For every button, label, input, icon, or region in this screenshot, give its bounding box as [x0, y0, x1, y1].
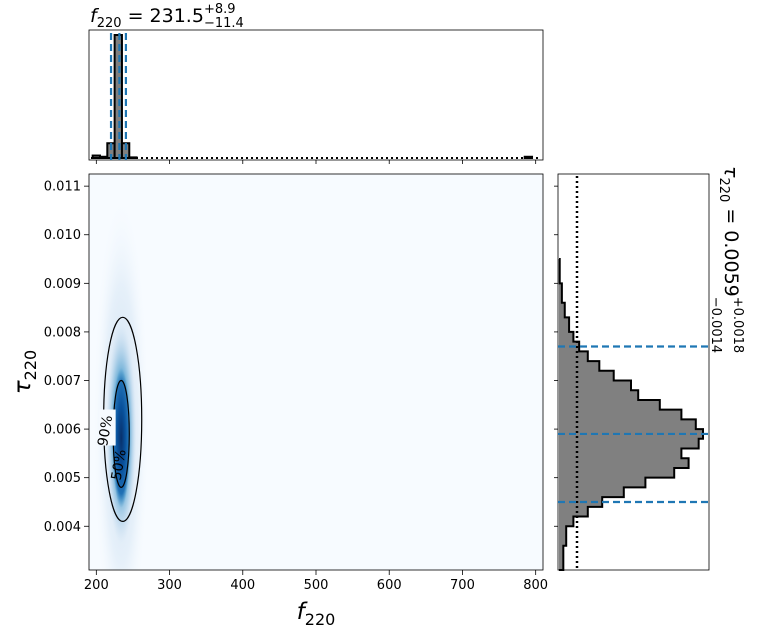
top-title: f220 = 231.5+8.9	[90, 2, 236, 31]
density-heatmap	[93, 194, 150, 570]
y-tick-label: 0.006	[44, 423, 81, 438]
y-tick-label: 0.005	[44, 471, 81, 486]
joint-background	[89, 174, 543, 570]
right-title-upper-error: +0.0018	[730, 297, 745, 353]
x-axis-label-base: f	[297, 599, 308, 625]
y-axis-label-subscript: 220	[21, 350, 40, 381]
top-title-value: = 231.5	[122, 5, 204, 27]
right-histogram-fill	[559, 259, 703, 570]
y-tick-label: 0.004	[44, 520, 81, 535]
joint-panel: 90% 50% 200 300 400 500 600 700 800 0.004 0.005…	[10, 173, 548, 629]
right-quantile-lines	[558, 176, 709, 570]
right-histogram-outline	[558, 258, 704, 571]
x-axis-label: f220	[297, 599, 336, 629]
top-title-subscript: 220	[97, 16, 122, 31]
x-axis-label-subscript: 220	[305, 610, 336, 629]
y-tick-label: 0.009	[44, 277, 81, 292]
top-title-lower-error: −11.4	[204, 16, 244, 31]
top-title-base: f	[90, 5, 100, 27]
top-x-ticks	[95, 160, 537, 164]
top-panel-frame	[88, 29, 544, 161]
x-tick-label: 500	[304, 578, 329, 593]
joint-y-axis: 0.004 0.005 0.006 0.007 0.008 0.009 0.010 0.011	[44, 180, 89, 535]
contour-90-label-bg	[99, 409, 116, 446]
y-tick-label: 0.008	[44, 325, 81, 340]
right-title-subscript: 220	[716, 177, 731, 202]
x-tick-label: 600	[377, 578, 402, 593]
top-quantile-lines	[91, 33, 541, 160]
joint-x-axis: 200 300 400 500 600 700 800	[84, 570, 548, 593]
right-marginal-panel: τ220 = 0.0059+0.0018 −0.0014	[554, 166, 745, 571]
right-title-base: τ	[720, 166, 742, 178]
x-tick-label: 800	[523, 578, 548, 593]
top-title-upper-error: +8.9	[204, 2, 236, 17]
x-tick-label: 200	[84, 578, 109, 593]
contour-90-label: 90%	[95, 414, 116, 447]
density-core	[112, 367, 131, 508]
y-axis-label-base: τ	[10, 380, 36, 394]
right-y-ticks	[554, 185, 558, 527]
y-tick-label: 0.010	[44, 228, 81, 243]
x-tick-label: 300	[157, 578, 182, 593]
top-histogram-bar	[113, 34, 123, 159]
right-title-lower-error: −0.0014	[708, 297, 723, 353]
right-title-value: = 0.0059	[720, 202, 742, 296]
x-tick-label: 700	[450, 578, 475, 593]
contour-50-label: 50%	[109, 448, 130, 481]
right-histogram	[558, 258, 704, 571]
right-title: τ220 = 0.0059+0.0018	[716, 166, 745, 353]
x-tick-label: 400	[230, 578, 255, 593]
y-tick-label: 0.007	[44, 374, 81, 389]
y-axis-label: τ220	[10, 350, 40, 394]
top-histogram-bar	[523, 155, 534, 160]
top-marginal-panel: f220 = 231.5+8.9 −11.4	[88, 2, 544, 164]
y-tick-label: 0.011	[44, 180, 81, 195]
